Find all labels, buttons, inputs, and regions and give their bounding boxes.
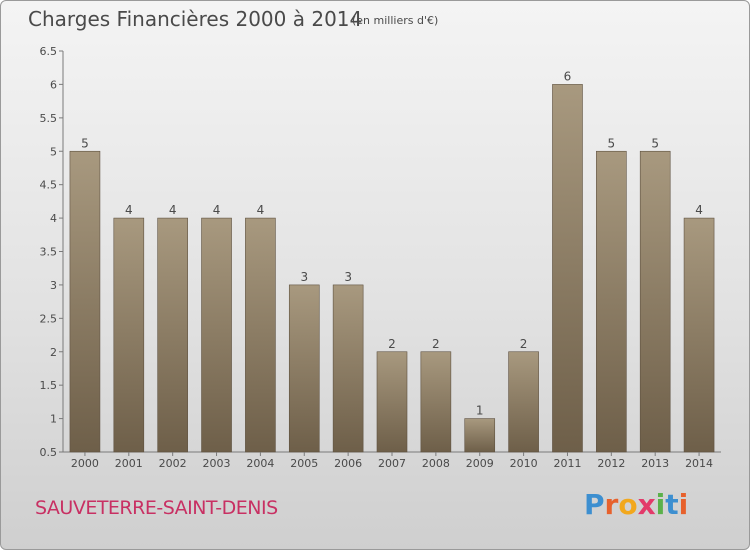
bar-data-label: 2: [388, 337, 396, 351]
bar-data-label: 2: [432, 337, 440, 351]
y-tick-label: 5: [50, 145, 57, 158]
bar-data-label: 4: [257, 203, 265, 217]
logo-letter: i: [678, 488, 689, 521]
proxiti-logo: Proxiti: [584, 488, 688, 521]
y-tick-label: 5.5: [40, 112, 58, 125]
logo-letter: i: [655, 488, 666, 521]
bar-data-label: 5: [651, 136, 659, 150]
bar-data-label: 4: [169, 203, 177, 217]
bar: [683, 217, 715, 453]
bar-data-label: 3: [344, 270, 352, 284]
bar-data-label: 5: [608, 136, 616, 150]
x-tick-label: 2005: [290, 457, 318, 470]
x-tick-label: 2002: [159, 457, 187, 470]
bar: [420, 351, 452, 453]
x-tick-label: 2012: [597, 457, 625, 470]
chart-subtitle: (en milliers d'€): [352, 14, 439, 27]
bar: [69, 150, 101, 453]
bar: [508, 351, 539, 453]
bar-data-label: 4: [213, 203, 221, 217]
x-tick-label: 2009: [466, 457, 494, 470]
chart-y-tick-labels: 0.5 1 1.5 2 2.5 3 3.5 4 4.5 5 5.5 6 6.5: [40, 45, 63, 459]
bar-data-label: 6: [564, 69, 572, 83]
y-tick-label: 1.5: [40, 379, 58, 392]
x-tick-label: 2006: [334, 457, 362, 470]
logo-letter: r: [604, 488, 619, 521]
bar: [464, 418, 496, 453]
x-tick-label: 2004: [246, 457, 274, 470]
y-tick-label: 4.5: [40, 179, 58, 192]
bar: [201, 217, 232, 453]
y-tick-label: 4: [50, 212, 57, 225]
bar: [245, 217, 276, 453]
x-tick-label: 2014: [685, 457, 713, 470]
y-tick-label: 2.5: [40, 312, 58, 325]
bar: [552, 84, 583, 453]
chart-bars: [69, 84, 715, 453]
x-tick-label: 2001: [115, 457, 143, 470]
x-tick-label: 2010: [510, 457, 538, 470]
y-tick-label: 0.5: [40, 446, 58, 459]
y-tick-label: 6: [50, 78, 57, 91]
bar: [376, 351, 408, 453]
x-tick-label: 2007: [378, 457, 406, 470]
y-tick-label: 3.5: [40, 246, 58, 259]
commune-name: SAUVETERRE-SAINT-DENIS: [35, 497, 278, 519]
bar-data-label: 1: [476, 404, 484, 418]
bar-data-label: 5: [81, 136, 89, 150]
logo-letter: x: [637, 488, 656, 521]
bar: [596, 150, 627, 453]
chart-data-labels: 5 4 4 4 4 3 3 2 2 1 2 6 5 5 4: [81, 69, 703, 417]
bar: [639, 150, 671, 453]
x-tick-label: 2011: [553, 457, 581, 470]
bar: [157, 217, 188, 453]
x-tick-label: 2008: [422, 457, 450, 470]
x-tick-label: 2003: [203, 457, 231, 470]
bar: [288, 284, 320, 453]
y-tick-label: 6.5: [40, 45, 58, 58]
bar-data-label: 2: [520, 337, 528, 351]
logo-letter: t: [665, 488, 679, 521]
bar-data-label: 3: [300, 270, 308, 284]
bar: [113, 217, 145, 453]
logo-letter: o: [618, 488, 638, 521]
y-tick-label: 1: [50, 413, 57, 426]
logo-letter: P: [584, 488, 605, 521]
bar: [332, 284, 364, 453]
y-tick-label: 2: [50, 346, 57, 359]
chart-x-tick-labels: 2000 2001 2002 2003 2004 2005 2006 2007 2008 2009…: [71, 452, 713, 470]
y-tick-label: 3: [50, 279, 57, 292]
x-tick-label: 2000: [71, 457, 99, 470]
chart-title: Charges Financières 2000 à 2014: [28, 7, 363, 31]
bar-data-label: 4: [695, 203, 703, 217]
bar-data-label: 4: [125, 203, 133, 217]
x-tick-label: 2013: [641, 457, 669, 470]
